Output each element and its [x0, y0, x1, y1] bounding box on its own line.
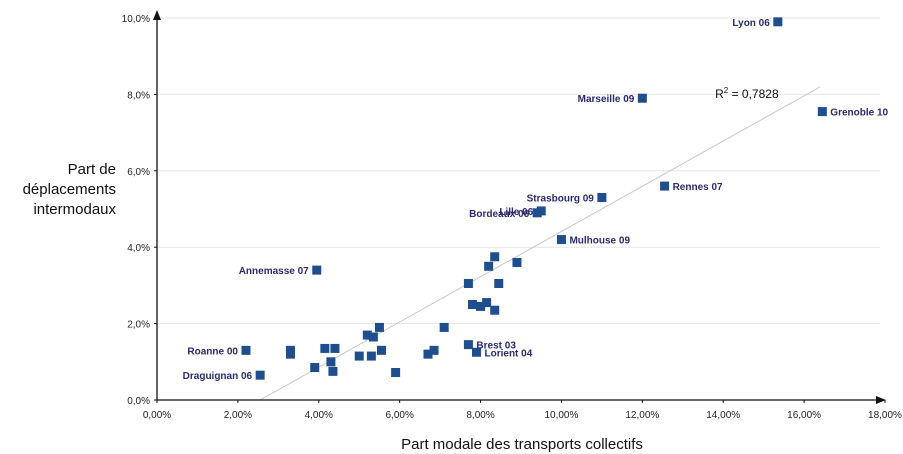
y-tick-label: 6,0%: [127, 167, 150, 178]
point-label: Mulhouse 09: [569, 236, 630, 247]
data-point: [463, 278, 473, 288]
data-point: [482, 298, 492, 308]
point-label: Roanne 00: [187, 346, 238, 357]
data-point: [429, 345, 439, 355]
trendline-layer: R2 = 0,7828: [259, 86, 821, 401]
point-label: Marseille 09: [578, 94, 635, 105]
x-tick-label: 0,00%: [143, 410, 171, 421]
x-axis-title: Part modale des transports collectifs: [401, 436, 643, 453]
x-tick-label: 12,00%: [625, 410, 659, 421]
data-point: [241, 345, 251, 355]
y-tick-label: 10,0%: [122, 14, 150, 25]
y-tick-label: 4,0%: [127, 243, 150, 254]
data-point: [328, 366, 338, 376]
x-tick-label: 8,00%: [466, 410, 494, 421]
data-point: [467, 300, 477, 309]
data-point: [310, 363, 320, 373]
point-label: Brest 03: [476, 341, 516, 352]
data-point: [320, 343, 330, 353]
data-point: [354, 351, 364, 361]
x-tick-label: 18,00%: [868, 410, 902, 421]
axis-layer: [153, 10, 886, 404]
point-label: Draguignan 06: [183, 371, 253, 382]
data-point: [366, 351, 376, 361]
y-axis-title-line: déplacements: [22, 181, 116, 198]
data-point: [532, 208, 542, 218]
point-label: Lorient 04: [485, 348, 533, 359]
tick-labels-layer: 0,00% 2,00% 4,00% 6,00% 8,00% 10,00% 12,00% 14,…: [122, 14, 902, 421]
data-point: [463, 340, 473, 350]
y-tick-label: 0,0%: [127, 396, 150, 407]
data-point: [490, 252, 500, 262]
point-labels-layer: Lyon 06 Marseille 09 Grenoble 10 Rennes 07 S…: [183, 18, 889, 382]
data-point: [556, 235, 566, 245]
data-point: [660, 181, 670, 191]
x-axis-arrow: [876, 396, 886, 404]
data-point: [472, 347, 482, 357]
grid-layer: [157, 17, 880, 325]
data-point: [423, 349, 433, 359]
data-point: [484, 261, 494, 271]
point-label: Strasbourg 09: [527, 194, 595, 205]
y-axis-title-line: Part de: [67, 161, 116, 178]
data-point: [637, 93, 647, 103]
y-axis-title-line: intermodaux: [33, 201, 116, 218]
data-point: [285, 349, 295, 359]
trendline: [259, 86, 821, 401]
r-squared-label: R2 = 0,7828: [715, 86, 779, 101]
data-point: [391, 367, 401, 377]
point-label: Annemasse 07: [239, 266, 309, 277]
data-point: [255, 370, 265, 380]
y-axis-title: Part de déplacements intermodaux: [4, 160, 116, 220]
data-point: [312, 265, 322, 275]
data-point: [490, 305, 500, 315]
point-label: Lyon 06: [732, 18, 770, 29]
y-tick-label: 8,0%: [127, 90, 150, 101]
point-label: Grenoble 10: [830, 108, 888, 119]
points-layer: [241, 17, 827, 380]
data-point: [326, 357, 336, 367]
data-point: [817, 107, 827, 117]
point-label: Rennes 07: [673, 182, 723, 193]
x-tick-label: 4,00%: [305, 410, 333, 421]
x-tick-label: 10,00%: [544, 410, 578, 421]
data-point: [376, 345, 386, 355]
data-point: [476, 301, 486, 311]
x-tick-label: 2,00%: [224, 410, 252, 421]
x-tick-label: 14,00%: [706, 410, 740, 421]
point-label: Lille 06: [499, 207, 533, 218]
data-point: [368, 332, 378, 342]
y-tick-label: 2,0%: [127, 320, 150, 331]
data-point: [597, 193, 607, 203]
data-point: [773, 17, 783, 27]
x-tick-label: 16,00%: [787, 410, 821, 421]
point-label: Bordeaux 06: [469, 209, 529, 220]
data-point: [494, 278, 504, 288]
data-point: [330, 343, 340, 353]
data-point: [362, 330, 372, 340]
data-point: [512, 257, 522, 267]
x-tick-label: 6,00%: [385, 410, 413, 421]
data-point: [439, 322, 449, 332]
data-point: [374, 322, 384, 332]
